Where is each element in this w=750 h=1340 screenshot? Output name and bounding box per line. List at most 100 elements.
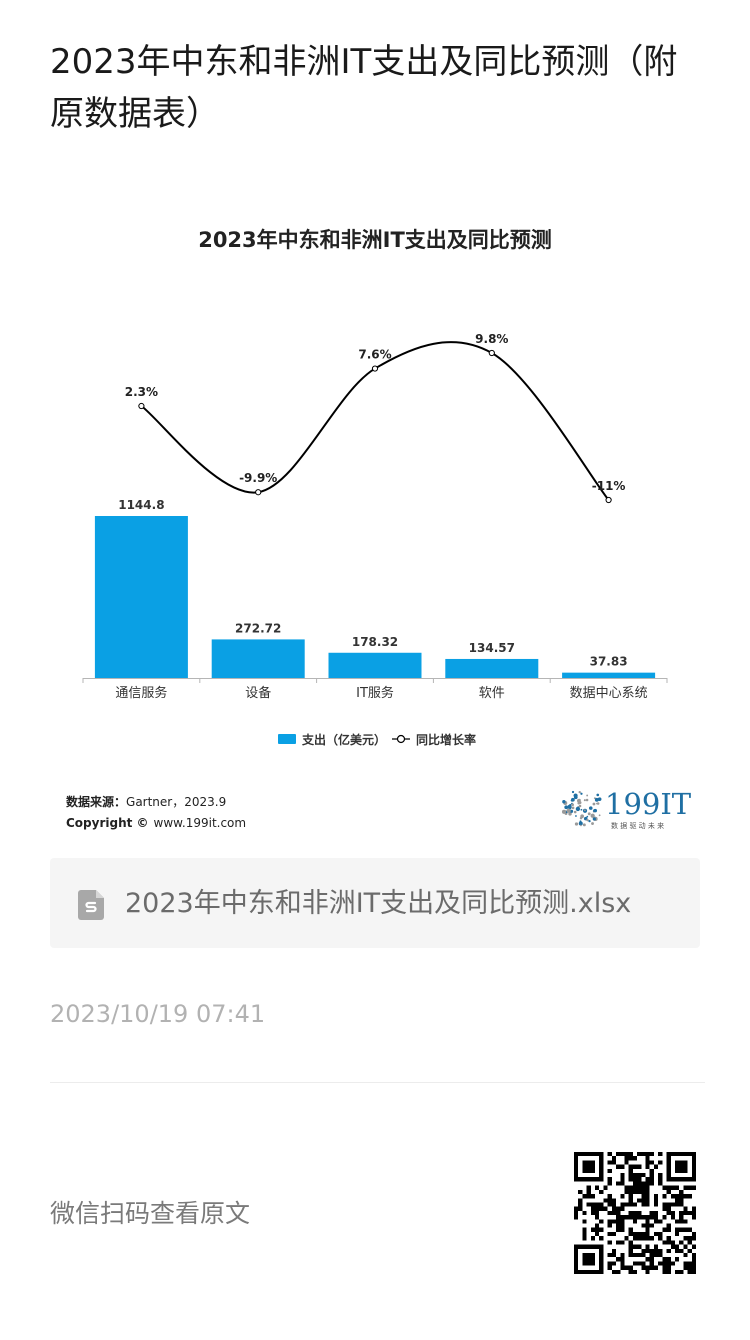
qr-code[interactable]	[574, 1152, 696, 1274]
qr-finder	[666, 1177, 696, 1182]
qr-module	[616, 1152, 621, 1157]
qr-module	[641, 1215, 646, 1220]
copyright-label: Copyright ©	[66, 816, 149, 830]
brand-dot	[579, 820, 582, 823]
qr-module	[674, 1219, 680, 1224]
qr-module	[658, 1231, 663, 1237]
qr-module	[679, 1210, 684, 1216]
qr-module	[632, 1181, 638, 1186]
qr-finder	[582, 1252, 596, 1266]
brand-dot	[594, 797, 599, 802]
qr-module	[620, 1223, 625, 1228]
brand-dot	[588, 806, 593, 810]
qr-module	[683, 1185, 688, 1190]
qr-module	[595, 1202, 600, 1207]
qr-module	[670, 1185, 675, 1190]
qr-module	[645, 1202, 650, 1207]
qr-module	[641, 1231, 646, 1237]
qr-module	[666, 1210, 671, 1216]
qr-module	[611, 1231, 617, 1237]
qr-module	[624, 1160, 629, 1165]
qr-module	[637, 1198, 642, 1203]
qr-module	[628, 1210, 633, 1216]
qr-module	[628, 1164, 633, 1169]
x-tick-label: IT服务	[356, 685, 394, 701]
qr-module	[620, 1252, 625, 1258]
qr-module	[641, 1181, 646, 1186]
qr-module	[683, 1261, 688, 1266]
attachment-card[interactable]: 2023年中东和非洲IT支出及同比预测.xlsx	[50, 858, 700, 948]
qr-module	[649, 1261, 654, 1266]
qr-module	[687, 1265, 692, 1270]
qr-module	[691, 1265, 696, 1270]
qr-finder	[599, 1244, 604, 1274]
qr-module	[658, 1261, 663, 1266]
growth-point	[488, 349, 495, 357]
qr-module	[611, 1252, 617, 1258]
qr-module	[607, 1168, 612, 1174]
brand-dot	[573, 795, 578, 800]
qr-module	[691, 1210, 696, 1216]
qr-module	[658, 1177, 663, 1182]
qr-module	[624, 1185, 629, 1190]
qr-module	[683, 1244, 688, 1249]
qr-module	[628, 1152, 633, 1157]
qr-module	[645, 1177, 650, 1182]
qr-module	[611, 1269, 617, 1274]
qr-module	[624, 1189, 629, 1195]
source-line: 数据来源：Gartner，2023.9	[66, 794, 226, 809]
qr-module	[616, 1240, 621, 1245]
qr-module	[653, 1215, 659, 1220]
growth-value-label: 2.3%	[125, 385, 158, 399]
qr-module	[645, 1244, 650, 1249]
qr-module	[586, 1202, 591, 1207]
qr-module	[628, 1227, 633, 1232]
qr-module	[628, 1269, 633, 1274]
qr-module	[649, 1248, 654, 1253]
qr-module	[645, 1231, 650, 1237]
qr-module	[578, 1198, 583, 1203]
qr-module	[666, 1202, 671, 1207]
qr-module	[687, 1227, 692, 1232]
qr-module	[628, 1189, 633, 1195]
bar-value-label: 134.57	[469, 641, 515, 655]
brand-dot	[561, 809, 567, 814]
qr-module	[607, 1219, 612, 1224]
qr-module	[620, 1152, 625, 1157]
qr-module	[607, 1223, 612, 1228]
qr-module	[645, 1160, 650, 1165]
qr-module	[607, 1198, 612, 1203]
qr-module	[641, 1265, 646, 1270]
divider	[50, 1082, 705, 1083]
qr-finder	[691, 1152, 696, 1182]
growth-line-layer: 2.3% -9.9% 7.6% 9.8% -11%	[125, 332, 625, 504]
qr-module	[628, 1202, 633, 1207]
qr-module	[628, 1177, 633, 1182]
brand-dot	[571, 806, 575, 810]
qr-module	[620, 1219, 625, 1224]
qr-module	[628, 1168, 633, 1174]
qr-module	[637, 1261, 642, 1266]
qr-module	[607, 1202, 612, 1207]
qr-module	[624, 1152, 629, 1157]
qr-module	[649, 1168, 654, 1174]
qr-module	[658, 1160, 663, 1165]
qr-module	[611, 1206, 617, 1211]
qr-module	[616, 1219, 621, 1224]
legend-bar-swatch	[278, 734, 296, 744]
qr-module	[628, 1156, 633, 1161]
qr-module	[670, 1261, 675, 1266]
publish-timestamp: 2023/10/19 07:41	[50, 1000, 266, 1028]
qr-finder	[674, 1160, 688, 1174]
qr-module	[662, 1194, 667, 1199]
qr-module	[590, 1202, 596, 1207]
qr-module	[637, 1185, 642, 1190]
qr-module	[632, 1261, 638, 1266]
qr-module	[645, 1219, 650, 1224]
qr-module	[691, 1215, 696, 1220]
bars-layer: 1144.8 272.72 178.32 134.57 37.83	[94, 498, 656, 678]
qr-module	[687, 1210, 692, 1216]
qr-module	[683, 1206, 688, 1211]
qr-finder	[574, 1152, 604, 1157]
chart-title: 2023年中东和非洲IT支出及同比预测	[198, 228, 552, 252]
